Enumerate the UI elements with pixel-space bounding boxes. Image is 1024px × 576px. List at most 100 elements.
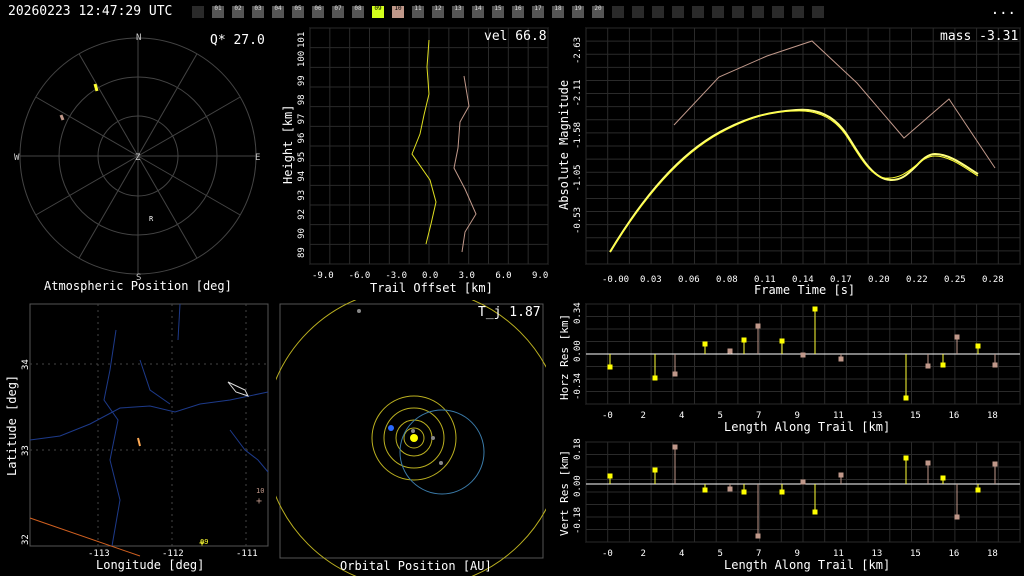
- residual-point: [954, 334, 960, 340]
- residual-point: [992, 362, 998, 368]
- track-yellow: [93, 83, 99, 92]
- lake-outline: [227, 381, 249, 397]
- x-tick-label: 0.06: [678, 275, 700, 285]
- residual-point: [838, 472, 844, 478]
- x-tick-label: 4: [679, 549, 684, 559]
- camera-slot[interactable]: [812, 6, 824, 18]
- camera-slot[interactable]: [692, 6, 704, 18]
- camera-slot[interactable]: 18: [552, 6, 564, 18]
- state-border-line: [29, 517, 141, 557]
- camera-slot[interactable]: 13: [452, 6, 464, 18]
- x-tick-label: 7: [756, 549, 761, 559]
- x-tick-label: -3.0: [385, 271, 407, 281]
- x-tick-label: -9.0: [312, 271, 334, 281]
- atmospheric-position-panel: N S E W Z Q* 27.0 R Atmospheric Position…: [14, 33, 265, 293]
- x-tick-label: 13: [872, 549, 883, 559]
- y-tick-label: 98: [297, 94, 307, 105]
- x-tick-label: 15: [910, 411, 921, 421]
- x-tick-label: 0.08: [716, 275, 738, 285]
- camera-slot[interactable]: 03: [252, 6, 264, 18]
- magnitude-curve-tan: [673, 40, 996, 169]
- camera-slot[interactable]: 10: [392, 6, 404, 18]
- x-tick-label: 11: [833, 411, 844, 421]
- menu-button[interactable]: ...: [990, 2, 1016, 18]
- y-tick-label: 0.00: [573, 475, 583, 497]
- camera-slot[interactable]: 02: [232, 6, 244, 18]
- camera-slot[interactable]: 19: [572, 6, 584, 18]
- camera-slot[interactable]: 17: [532, 6, 544, 18]
- radiant-marker: R: [149, 215, 154, 223]
- camera-slot[interactable]: [632, 6, 644, 18]
- map-ytick: 32: [21, 534, 31, 545]
- x-tick-label: 15: [910, 549, 921, 559]
- camera-slot[interactable]: 06: [312, 6, 324, 18]
- camera-slot[interactable]: [192, 6, 204, 18]
- velocity-metric: vel 66.8: [484, 29, 547, 44]
- residual-point: [779, 489, 785, 495]
- camera-slot[interactable]: 20: [592, 6, 604, 18]
- orbital-position-panel: T_j 1.87 Orbital Position [AU]: [276, 300, 546, 576]
- x-tick-label: 16: [949, 411, 960, 421]
- camera-slot[interactable]: 11: [412, 6, 424, 18]
- x-tick-label: 0.0: [422, 271, 438, 281]
- camera-slot[interactable]: [792, 6, 804, 18]
- y-tick-label: -0.53: [573, 207, 583, 234]
- y-tick-label: 99: [297, 75, 307, 86]
- camera-slot[interactable]: 09: [372, 6, 384, 18]
- horz-xlabel: Length Along Trail [km]: [724, 420, 890, 434]
- y-tick-label: 95: [297, 152, 307, 163]
- residual-point: [812, 509, 818, 515]
- height-track-yellow: [411, 39, 437, 245]
- mass-metric: mass -3.31: [940, 29, 1018, 44]
- y-tick-label: 89: [297, 247, 307, 258]
- camera-slot[interactable]: 01: [212, 6, 224, 18]
- polar-title: Atmospheric Position [deg]: [44, 279, 232, 293]
- camera-slot[interactable]: 12: [432, 6, 444, 18]
- camera-slot[interactable]: [652, 6, 664, 18]
- y-tick-label: 93: [297, 190, 307, 201]
- magnitude-ylabel: Absolute Magnitude: [557, 80, 571, 210]
- x-tick-label: 3.0: [459, 271, 475, 281]
- west-label: W: [14, 153, 20, 163]
- camera-slot[interactable]: 05: [292, 6, 304, 18]
- y-tick-label: 94: [297, 171, 307, 182]
- east-label: E: [255, 153, 260, 163]
- x-tick-label: 9: [795, 411, 800, 421]
- residual-point: [755, 323, 761, 329]
- horizontal-residual-panel: -0 2 4 5 7 9 11 13 15 16 18 0.34 0.00 -0.34 Length A…: [558, 302, 1021, 434]
- camera-slot[interactable]: 16: [512, 6, 524, 18]
- orbit-xlabel: Orbital Position [AU]: [340, 559, 492, 573]
- camera-slot[interactable]: 14: [472, 6, 484, 18]
- planet-icon: [439, 461, 443, 465]
- q-star-metric: Q* 27.0: [210, 33, 265, 48]
- y-tick-label: -0.18: [573, 507, 583, 534]
- camera-slot[interactable]: 04: [272, 6, 284, 18]
- residual-point: [838, 356, 844, 362]
- planet-icon: [431, 436, 435, 440]
- camera-slot[interactable]: 15: [492, 6, 504, 18]
- x-tick-label: 0.11: [754, 275, 776, 285]
- residual-point: [800, 352, 806, 358]
- y-tick-label: -1.58: [573, 122, 583, 149]
- south-label: S: [136, 273, 141, 283]
- map-frame: [29, 303, 269, 547]
- camera-slot[interactable]: [672, 6, 684, 18]
- residual-point: [940, 475, 946, 481]
- y-tick-label: 92: [297, 209, 307, 220]
- residual-point: [652, 375, 658, 381]
- x-tick-label: 5: [718, 549, 723, 559]
- camera-slot[interactable]: [752, 6, 764, 18]
- meteoroid-orbit: [399, 409, 485, 495]
- residual-point: [812, 306, 818, 312]
- camera-slot[interactable]: [732, 6, 744, 18]
- map-xtick: -113: [88, 549, 110, 559]
- y-tick-label: 100: [297, 51, 307, 67]
- x-tick-label: -0: [602, 411, 613, 421]
- residual-point: [940, 362, 946, 368]
- height-offset-panel: -9.0 -6.0 -3.0 0.0 3.0 6.0 9.0 101 100 99 98 97 96 9…: [281, 27, 549, 295]
- camera-slot[interactable]: [772, 6, 784, 18]
- camera-slot[interactable]: 07: [332, 6, 344, 18]
- camera-slot[interactable]: [712, 6, 724, 18]
- camera-slot[interactable]: [612, 6, 624, 18]
- camera-slot[interactable]: 08: [352, 6, 364, 18]
